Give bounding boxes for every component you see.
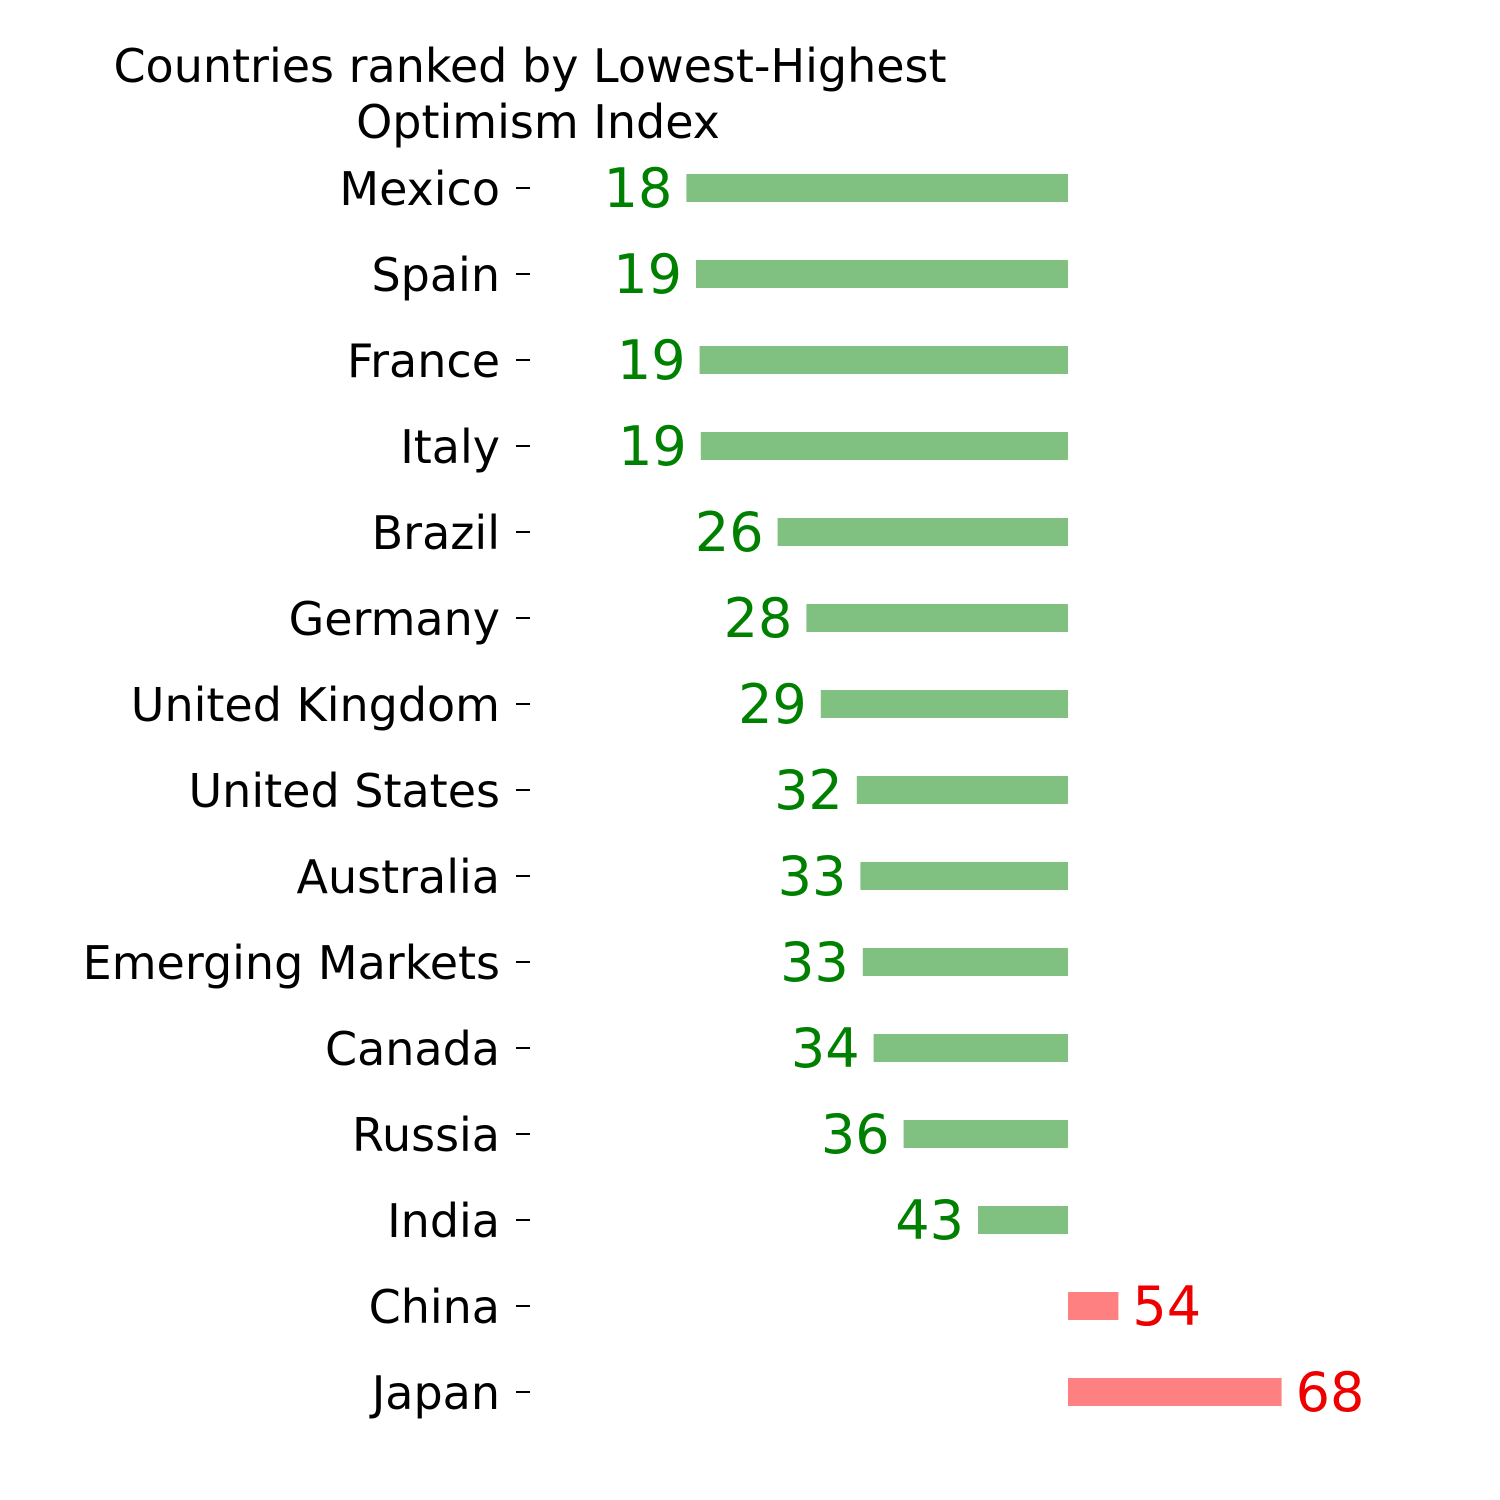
data-label-france: 19	[617, 329, 686, 392]
y-tick-label-germany: Germany	[289, 592, 500, 646]
y-tick-label-canada: Canada	[325, 1022, 500, 1076]
y-tick-label-japan: Japan	[369, 1366, 500, 1420]
y-tick-label-mexico: Mexico	[339, 162, 500, 216]
y-tick-label-brazil: Brazil	[372, 506, 500, 560]
bar-india	[978, 1206, 1068, 1234]
bar-united-kingdom	[820, 690, 1068, 718]
data-label-brazil: 26	[695, 501, 764, 564]
bar-brazil	[777, 518, 1068, 546]
data-label-india: 43	[895, 1189, 964, 1252]
data-label-australia: 33	[778, 845, 847, 908]
y-tick-label-russia: Russia	[352, 1108, 500, 1162]
bar-spain	[696, 260, 1068, 288]
data-label-japan: 68	[1296, 1361, 1365, 1424]
y-tick-label-spain: Spain	[371, 248, 500, 302]
chart-subtitle: Optimism Index	[356, 95, 720, 149]
data-label-spain: 19	[613, 243, 682, 306]
y-tick-label-united-states: United States	[189, 764, 501, 818]
data-label-germany: 28	[724, 587, 793, 650]
bar-italy	[700, 432, 1068, 460]
bar-united-states	[856, 776, 1068, 804]
chart-plot-area: Mexico 18 Spain 19 France 19 Italy 19 Brazil 26 Ge…	[83, 157, 1365, 1424]
data-label-canada: 34	[791, 1017, 860, 1080]
data-label-united-kingdom: 29	[738, 673, 807, 736]
y-tick-label-china: China	[369, 1280, 500, 1334]
data-label-mexico: 18	[604, 157, 673, 220]
bar-mexico	[686, 174, 1068, 202]
bar-france	[699, 346, 1068, 374]
bar-russia	[903, 1120, 1068, 1148]
y-tick-label-australia: Australia	[297, 850, 500, 904]
data-label-italy: 19	[618, 415, 687, 478]
y-tick-label-italy: Italy	[400, 420, 500, 474]
bar-japan	[1068, 1378, 1282, 1406]
bar-canada	[873, 1034, 1068, 1062]
chart-title: Countries ranked by Lowest-Highest	[113, 39, 946, 93]
y-tick-label-france: France	[347, 334, 500, 388]
y-tick-label-united-kingdom: United Kingdom	[131, 678, 500, 732]
bar-germany	[806, 604, 1068, 632]
data-label-emerging-markets: 33	[780, 931, 849, 994]
data-label-russia: 36	[821, 1103, 890, 1166]
y-tick-label-emerging-markets: Emerging Markets	[83, 936, 500, 990]
data-label-china: 54	[1132, 1275, 1201, 1338]
bar-china	[1068, 1292, 1119, 1320]
bar-emerging-markets	[862, 948, 1068, 976]
y-tick-label-india: India	[387, 1194, 500, 1248]
bar-australia	[860, 862, 1068, 890]
data-label-united-states: 32	[774, 759, 843, 822]
